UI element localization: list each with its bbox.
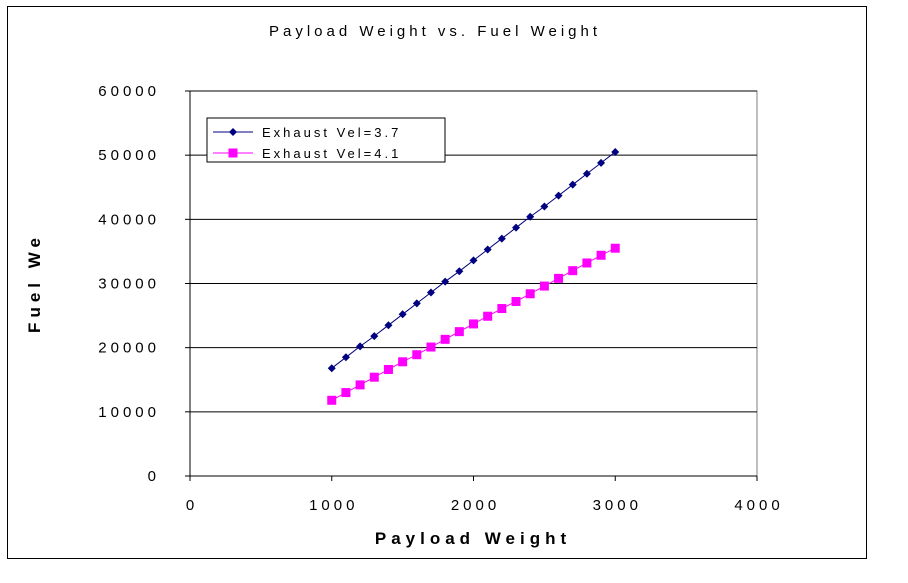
data-point [497,234,506,243]
x-tick-label: 0 [186,497,198,514]
data-point [383,364,393,374]
data-point [327,395,337,405]
x-tick-label: 2000 [451,497,500,514]
y-tick-label: 40000 [98,211,160,228]
y-tick-label: 20000 [98,340,160,357]
data-point [455,267,464,276]
data-point [426,288,435,297]
data-point [582,169,591,178]
data-point [568,180,577,189]
data-point [454,327,464,337]
data-point [469,319,478,329]
data-point [356,342,365,351]
x-tick-label: 3000 [593,497,642,514]
y-tick-label: 50000 [98,147,160,164]
data-point [384,321,393,330]
y-tick-label: 60000 [98,83,160,100]
series-2 [327,243,620,405]
data-point [441,277,450,286]
data-point [554,273,564,283]
y-tick-label: 10000 [98,404,160,421]
data-point [398,357,408,367]
data-point [412,350,422,360]
data-point [483,245,492,254]
legend-label: Exhaust Vel=4.1 [262,146,401,161]
data-point [469,256,478,265]
data-point [398,310,407,319]
data-point [540,202,549,211]
data-point [597,158,606,167]
data-point [369,372,379,382]
legend-box [206,117,446,163]
data-point [568,266,578,276]
x-tick-label: 4000 [734,497,783,514]
data-point [440,334,450,344]
legend-label: Exhaust Vel=3.7 [262,125,401,140]
data-point [426,342,436,352]
y-axis-label: Fuel We [25,233,44,333]
data-point [370,332,379,341]
data-point [327,364,336,373]
y-tick-label: 0 [148,468,160,485]
data-point [341,388,351,398]
legend-marker [229,128,237,136]
data-point [611,147,620,156]
data-point [610,243,620,253]
data-point [355,380,365,390]
data-point [582,258,592,268]
data-point [554,191,563,200]
data-point [596,250,606,260]
legend-marker [228,148,238,158]
series-1 [327,147,620,373]
chart-title: Payload Weight vs. Fuel Weight [269,23,601,40]
x-tick-label: 1000 [309,497,358,514]
data-point [341,353,350,362]
x-axis-label: Payload Weight [375,529,571,548]
data-point [511,296,521,306]
data-point [497,304,507,314]
legend: Exhaust Vel=3.7 Exhaust Vel=4.1 [206,117,446,163]
data-point [526,212,535,221]
y-tick-label: 30000 [98,276,160,293]
data-point [483,311,493,321]
y-axis-ticks: 0 10000 20000 30000 40000 50000 60000 [98,83,190,485]
data-point [412,299,421,308]
data-point [512,223,521,232]
series-layer [327,147,620,405]
data-point [539,281,549,291]
x-axis-ticks: 0 1000 2000 3000 4000 [186,476,783,514]
data-point [525,289,535,299]
